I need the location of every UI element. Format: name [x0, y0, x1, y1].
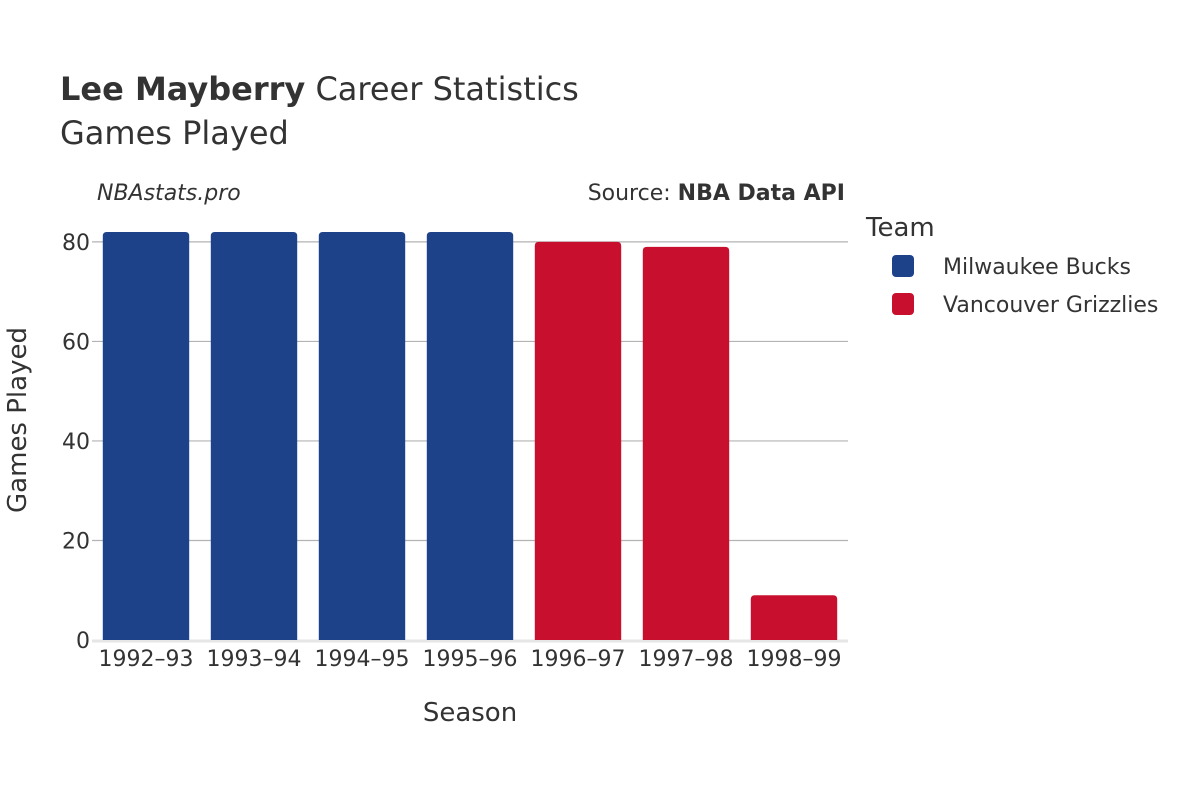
source-prefix: Source: — [588, 181, 678, 206]
y-tick-labels: 0 20 40 60 80 — [62, 231, 90, 654]
x-tick-label: 1998–99 — [747, 647, 842, 672]
x-tick-label: 1992–93 — [99, 647, 194, 672]
y-tick-label: 80 — [62, 231, 90, 256]
legend-item-label: Vancouver Grizzlies — [943, 293, 1158, 318]
bar-1996–97 — [534, 241, 622, 640]
x-tick-label: 1997–98 — [639, 647, 734, 672]
bar-1998–99 — [750, 595, 838, 640]
chart-title-rest: Career Statistics — [305, 70, 579, 108]
bar-1997–98 — [642, 246, 730, 640]
chart-title: Lee Mayberry Career Statistics — [60, 70, 579, 108]
y-tick-label: 60 — [62, 330, 90, 355]
bar-1994–95 — [318, 231, 406, 640]
y-tick-label: 0 — [76, 629, 90, 654]
legend-items: Milwaukee Bucks Vancouver Grizzlies — [892, 255, 1158, 318]
x-tick-label: 1994–95 — [315, 647, 410, 672]
legend-title: Team — [865, 213, 935, 243]
source-label: Source: NBA Data API — [588, 181, 845, 206]
y-tick-label: 20 — [62, 529, 90, 554]
y-axis-label: Games Played — [3, 327, 33, 513]
legend-swatch — [892, 255, 914, 277]
bar-1995–96 — [426, 231, 514, 640]
x-axis-label: Season — [423, 698, 517, 728]
legend-swatch — [892, 293, 914, 315]
bar-1992–93 — [102, 231, 190, 640]
x-tick-label: 1995–96 — [423, 647, 518, 672]
bars — [102, 231, 838, 640]
legend-item-label: Milwaukee Bucks — [943, 255, 1131, 280]
x-tick-label: 1996–97 — [531, 647, 626, 672]
credit-label: NBAstats.pro — [97, 181, 241, 206]
source-name: NBA Data API — [678, 181, 845, 206]
chart-title-player: Lee Mayberry — [60, 70, 305, 108]
bar-1993–94 — [210, 231, 298, 640]
x-tick-label: 1993–94 — [207, 647, 302, 672]
x-tick-labels: 1992–93 1993–94 1994–95 1995–96 1996–97 1997–… — [99, 647, 842, 672]
chart-subtitle: Games Played — [60, 114, 289, 152]
y-tick-label: 40 — [62, 430, 90, 455]
legend: Team Milwaukee Bucks Vancouver Grizzlies — [865, 213, 1158, 318]
